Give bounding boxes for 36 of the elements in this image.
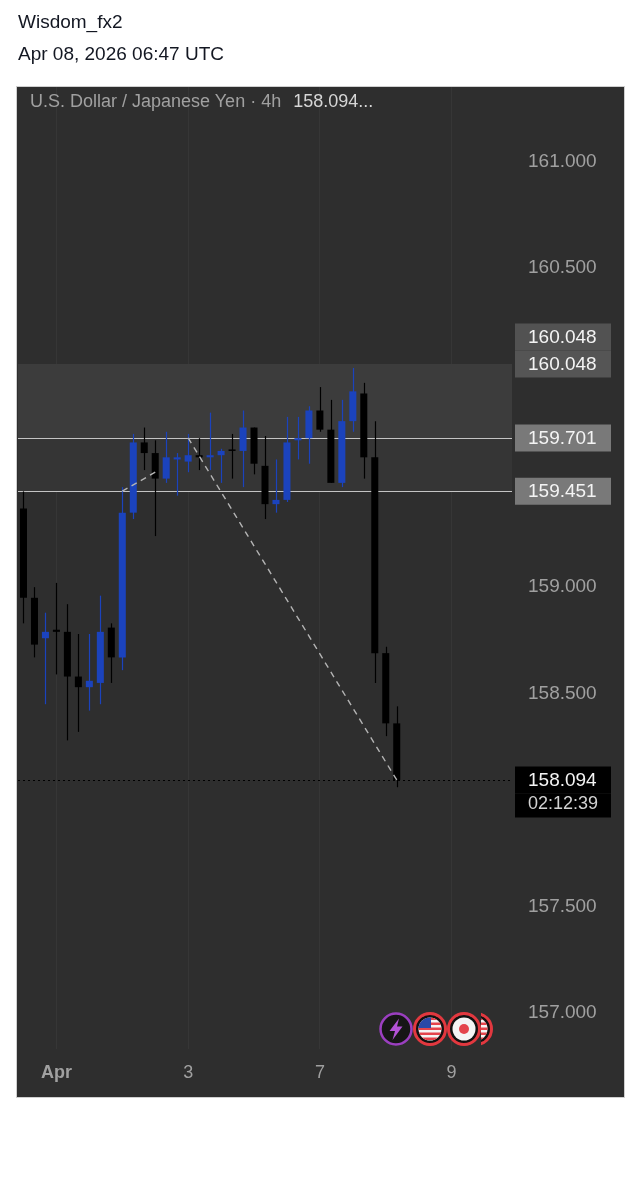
band-label: 160.048 [528, 353, 597, 375]
candlestick [41, 612, 49, 705]
y-tick-label: 159.000 [528, 575, 597, 597]
candlestick [316, 386, 324, 433]
candlestick [173, 452, 181, 497]
y-tick-label: 157.000 [528, 1001, 597, 1023]
candlestick [294, 416, 302, 461]
text: Wisdom_fx2 [18, 11, 123, 33]
y-tick-label: 161.000 [528, 149, 597, 171]
candlestick [74, 633, 82, 733]
x-tick-label: 9 [446, 1061, 457, 1082]
x-tick-label: Apr [40, 1061, 72, 1082]
chart-subtitle: 158.094... [293, 91, 374, 111]
ref-line-label: 159.451 [528, 480, 597, 502]
text: 02:12:39 [528, 793, 599, 814]
candlestick [272, 458, 280, 514]
candlestick [239, 409, 247, 488]
candlestick [206, 412, 214, 471]
candlestick [195, 437, 203, 471]
x-tick-label: 7 [314, 1061, 325, 1082]
chart-title: U.S. Dollar / Japanese Yen · 4h [30, 91, 282, 111]
text: Apr 08, 2026 06:47 UTC [18, 43, 224, 65]
x-tick-label: 3 [183, 1061, 194, 1082]
candlestick [85, 633, 93, 712]
ref-line-label: 158.094 [528, 769, 598, 791]
band-label: 160.048 [528, 326, 597, 348]
candlestick [162, 431, 170, 484]
candlestick [52, 582, 60, 676]
candlestick [184, 433, 192, 473]
y-tick-label: 160.500 [528, 256, 597, 278]
y-tick-label: 157.500 [528, 894, 597, 916]
candlestick [140, 426, 148, 471]
candlestick [217, 448, 225, 484]
ref-line-label: 159.701 [528, 427, 597, 449]
candlestick [228, 433, 236, 480]
y-tick-label: 158.500 [528, 681, 597, 703]
